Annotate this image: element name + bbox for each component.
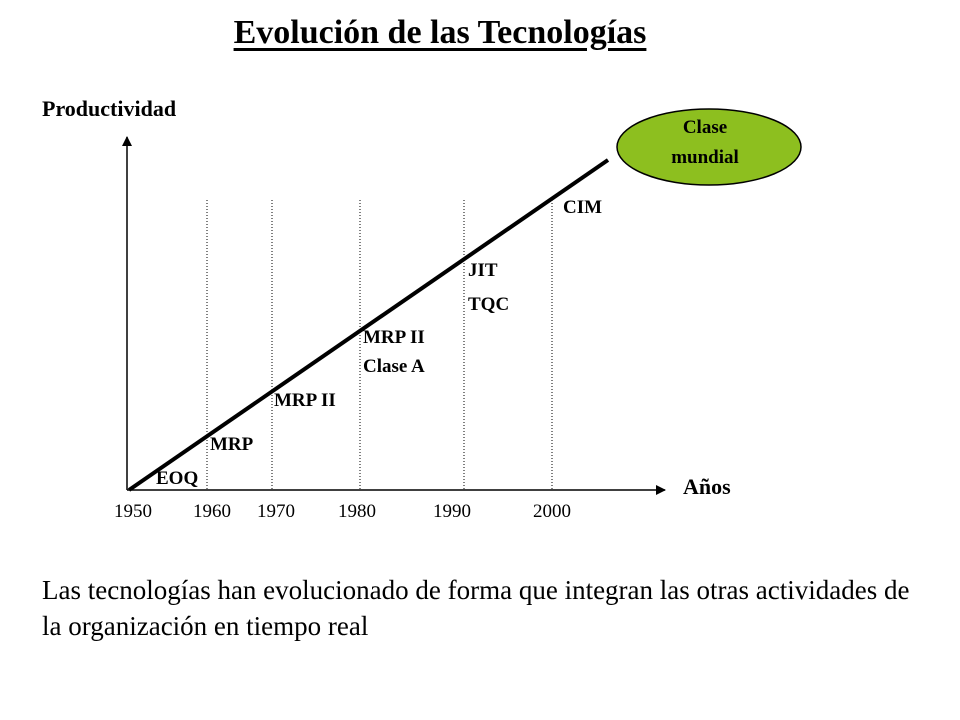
tech-label-mrp2a-line1: MRP II	[363, 327, 425, 348]
tick-1960: 1960	[193, 501, 231, 522]
tech-label-cim: CIM	[563, 197, 602, 218]
tech-label-tqc: TQC	[468, 294, 509, 315]
tick-1990: 1990	[433, 501, 471, 522]
world-class-label-line1: Clase	[683, 117, 727, 138]
world-class-ellipse	[616, 108, 802, 186]
page-title: Evolución de las Tecnologías	[233, 14, 647, 51]
tech-label-jit: JIT	[468, 260, 498, 281]
tick-1970: 1970	[257, 501, 295, 522]
tech-label-mrp2: MRP II	[274, 390, 336, 411]
tick-1950: 1950	[114, 501, 152, 522]
x-axis-label: Años	[683, 474, 731, 499]
caption-text: Las tecnologías han evolucionado de form…	[42, 575, 910, 641]
tick-2000: 2000	[533, 501, 571, 522]
tech-label-mrp2a-line2: Clase A	[363, 356, 425, 377]
tick-1980: 1980	[338, 501, 376, 522]
tech-label-eoq: EOQ	[156, 468, 198, 489]
tech-label-mrp: MRP	[210, 434, 254, 455]
world-class-label-line2: mundial	[671, 147, 739, 168]
y-axis-label: Productividad	[42, 96, 177, 121]
trend-line	[127, 158, 610, 492]
